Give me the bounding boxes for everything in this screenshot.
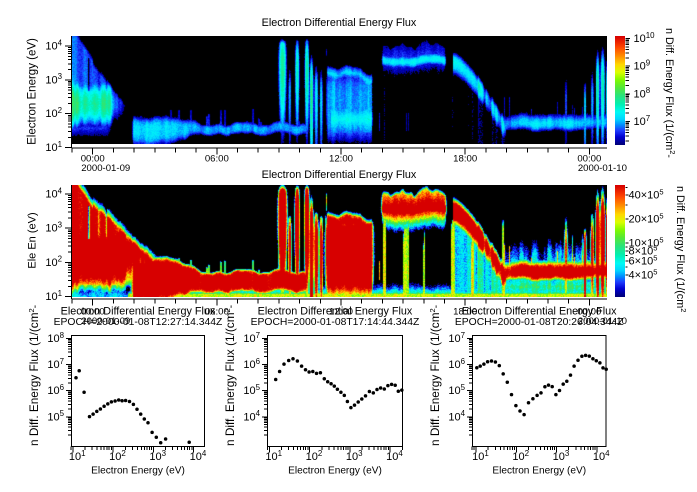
svg-text:n Diff. Energy Flux (1/(cm2-: n Diff. Energy Flux (1/(cm2- [663,28,677,158]
svg-text:101: 101 [265,449,282,463]
svg-text:103: 103 [45,72,62,86]
svg-text:20×105: 20×105 [629,212,664,226]
svg-text:101: 101 [45,140,62,154]
svg-text:103: 103 [553,449,570,463]
svg-text:12:00: 12:00 [329,154,353,165]
svg-text:Electron Energy (eV): Electron Energy (eV) [27,38,39,145]
svg-text:107: 107 [47,357,64,371]
svg-text:104: 104 [386,449,403,463]
svg-text:Electron Energy (eV): Electron Energy (eV) [91,466,185,477]
svg-text:102: 102 [109,449,126,463]
svg-text:107: 107 [243,331,260,345]
svg-text:2000-01-09: 2000-01-09 [81,316,130,327]
svg-text:105: 105 [47,409,64,423]
svg-text:101: 101 [69,449,86,463]
svg-text:Electron Differential Energy F: Electron Differential Energy Flux [462,306,617,318]
svg-text:2000-01-09: 2000-01-09 [81,163,130,174]
svg-text:2000-01-10: 2000-01-10 [578,316,627,327]
svg-text:109: 109 [634,58,651,72]
svg-text:101: 101 [45,289,62,303]
svg-text:6×105: 6×105 [629,253,658,267]
svg-text:8×105: 8×105 [629,243,658,257]
svg-text:18:00: 18:00 [453,307,477,318]
svg-text:4×105: 4×105 [629,267,658,281]
svg-text:106: 106 [47,383,64,397]
svg-text:1010: 1010 [634,31,656,45]
svg-text:n Diff. Energy Flux (1/(cm2-: n Diff. Energy Flux (1/(cm2- [428,304,442,446]
svg-text:107: 107 [448,331,465,345]
svg-text:Electron Energy (eV): Electron Energy (eV) [288,466,382,477]
svg-text:104: 104 [243,409,260,423]
svg-text:18:00: 18:00 [453,154,477,165]
svg-text:n Diff. Energy Flux (1/(cm2-: n Diff. Energy Flux (1/(cm2- [223,304,237,446]
svg-text:104: 104 [448,409,465,423]
svg-text:103: 103 [149,449,166,463]
svg-text:106: 106 [243,357,260,371]
svg-text:Electron Differential Energy F: Electron Differential Energy Flux [258,306,413,318]
svg-text:Electron Differential Energy F: Electron Differential Energy Flux [61,306,216,318]
svg-text:EPOCH=2000-01-08T17:14:44.344Z: EPOCH=2000-01-08T17:14:44.344Z [251,317,420,328]
svg-text:00:00: 00:00 [81,154,105,165]
svg-text:102: 102 [306,449,323,463]
svg-text:104: 104 [190,449,207,463]
svg-text:n Diff. Energy Flux (1/(cm2-: n Diff. Energy Flux (1/(cm2- [27,304,41,446]
svg-text:105: 105 [448,383,465,397]
svg-text:Electron Differential Energy F: Electron Differential Energy Flux [262,17,417,29]
svg-text:108: 108 [47,331,64,345]
svg-text:n Diff. Energy Flux (1/(cm2: n Diff. Energy Flux (1/(cm2 [674,186,688,312]
svg-text:EPOCH=2000-01-08T20:26:04.344Z: EPOCH=2000-01-08T20:26:04.344Z [455,317,624,328]
svg-text:00:00: 00:00 [81,307,105,318]
svg-text:108: 108 [634,86,651,100]
svg-text:103: 103 [45,221,62,235]
svg-text:104: 104 [45,186,62,200]
svg-text:2000-01-10: 2000-01-10 [578,163,627,174]
svg-text:103: 103 [346,449,363,463]
svg-text:Electron Energy (eV): Electron Energy (eV) [492,466,586,477]
svg-text:107: 107 [634,114,651,128]
svg-text:102: 102 [45,255,62,269]
svg-text:101: 101 [472,449,489,463]
svg-text:104: 104 [45,38,62,52]
svg-text:10×105: 10×105 [629,236,664,250]
svg-text:102: 102 [45,106,62,120]
svg-text:EPOCH=2000-01-08T12:27:14.344Z: EPOCH=2000-01-08T12:27:14.344Z [54,317,223,328]
svg-text:106: 106 [448,357,465,371]
svg-text:12:00: 12:00 [329,307,353,318]
svg-text:06:00: 06:00 [205,154,229,165]
svg-text:Electron Differential Energy F: Electron Differential Energy Flux [262,169,417,181]
svg-text:00:00: 00:00 [577,154,601,165]
svg-text:00:00: 00:00 [577,307,601,318]
svg-text:104: 104 [593,449,610,463]
svg-text:102: 102 [512,449,529,463]
svg-text:Ele En (eV): Ele En (eV) [27,212,39,268]
svg-text:06:00: 06:00 [205,307,229,318]
svg-text:105: 105 [243,383,260,397]
svg-text:40×105: 40×105 [629,188,664,202]
